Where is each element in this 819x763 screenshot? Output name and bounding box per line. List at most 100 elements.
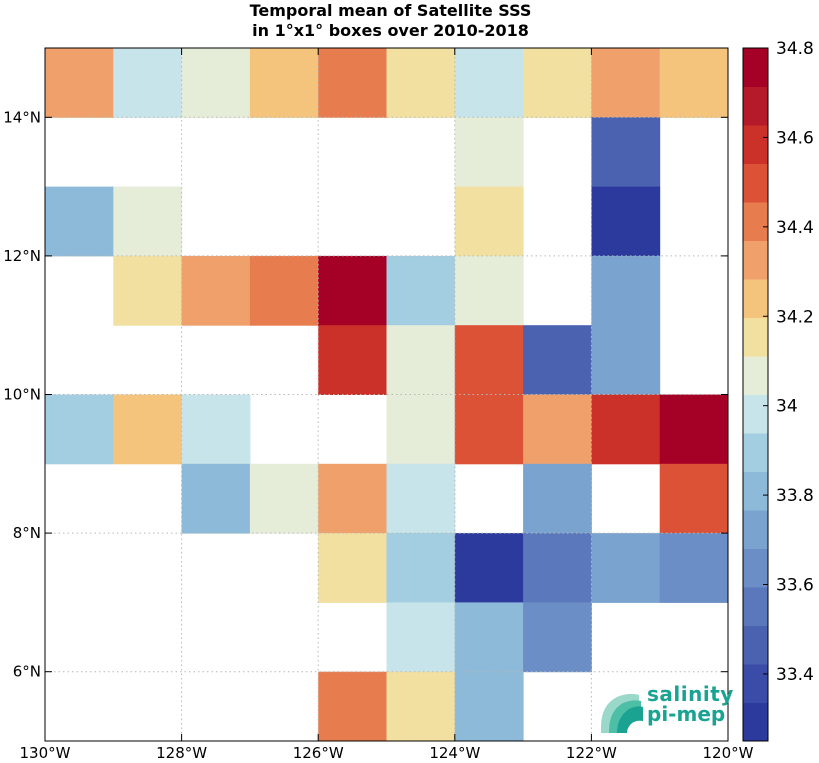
logo-text-line1: salinity <box>647 682 734 706</box>
heatmap-cell <box>523 533 592 603</box>
colorbar-tick-label: 33.8 <box>776 486 814 506</box>
x-tick-label: 126°W <box>293 744 344 762</box>
heatmap-cell <box>386 394 456 465</box>
heatmap-cell <box>523 325 592 395</box>
colorbar-swatch <box>743 317 768 357</box>
y-tick-label: 6°N <box>13 663 41 681</box>
logo-text-line2: pi-mep <box>647 702 726 726</box>
heatmap-cell <box>591 186 661 257</box>
heatmap-cell <box>454 671 524 742</box>
wave-logo-icon <box>601 693 643 733</box>
colorbar-swatch <box>743 510 768 549</box>
heatmap-cell <box>454 394 524 465</box>
heatmap-cell <box>523 394 592 465</box>
heatmap-cell <box>249 463 319 534</box>
heatmap-cell <box>454 325 524 395</box>
colorbar-swatch <box>743 433 768 472</box>
heatmap-cell <box>113 48 183 118</box>
heatmap-cell <box>386 325 456 395</box>
heatmap-cell <box>659 394 729 465</box>
colorbar-swatch <box>743 702 768 742</box>
heatmap-cell <box>318 255 387 326</box>
heatmap-cell <box>591 255 661 326</box>
heatmap-cell <box>454 186 524 257</box>
colorbar-tick-label: 34 <box>776 397 798 417</box>
colorbar-swatch <box>743 587 768 626</box>
heatmap-cell <box>454 602 524 673</box>
chart-title: Temporal mean of Satellite SSS in 1°x1° … <box>0 1 781 41</box>
heatmap-cell <box>181 255 251 326</box>
heatmap-cell <box>45 186 114 257</box>
heatmap-cells <box>45 48 729 742</box>
colorbar-tick-label: 34.6 <box>776 128 814 148</box>
x-tick-label: 122°W <box>566 744 617 762</box>
colorbar-swatch <box>743 471 768 511</box>
heatmap-cell <box>454 48 524 118</box>
heatmap-cell <box>386 671 456 742</box>
colorbar-swatch <box>743 202 768 241</box>
y-tick-label: 8°N <box>13 524 41 542</box>
y-tick-label: 14°N <box>3 108 41 126</box>
heatmap-cell <box>113 394 183 465</box>
heatmap-cell <box>249 48 319 118</box>
heatmap-cell <box>523 602 592 673</box>
colorbar-swatch <box>743 356 768 395</box>
heatmap-cell <box>591 117 661 188</box>
heatmap-cell <box>386 533 456 603</box>
heatmap-cell <box>591 394 661 465</box>
colorbar-swatch <box>743 664 768 703</box>
heatmap-cell <box>249 255 319 326</box>
heatmap-cell <box>454 117 524 188</box>
heatmap-cell <box>386 255 456 326</box>
heatmap-cell <box>454 533 524 603</box>
colorbar-swatch <box>743 394 768 434</box>
heatmap-cell <box>318 48 387 118</box>
heatmap-cell <box>523 48 592 118</box>
x-tick-label: 128°W <box>156 744 207 762</box>
x-tick-label: 120°W <box>703 744 754 762</box>
heatmap-cell <box>181 48 251 118</box>
x-tick-label: 124°W <box>429 744 480 762</box>
heatmap-cell <box>523 463 592 534</box>
chart-title-line2: in 1°x1° boxes over 2010-2018 <box>252 21 529 40</box>
colorbar-swatch <box>743 163 768 203</box>
heatmap-cell <box>45 394 114 465</box>
heatmap-cell <box>591 48 661 118</box>
colorbar-swatch <box>743 279 768 318</box>
colorbar-tick-label: 34.2 <box>776 307 814 327</box>
colorbar-swatch <box>743 548 768 588</box>
colorbar-swatch <box>743 48 768 87</box>
heatmap-cell <box>386 602 456 673</box>
heatmap-cell <box>113 255 183 326</box>
heatmap-cell <box>318 463 387 534</box>
salinity-pimep-logo: salinity pi-mep <box>597 682 733 733</box>
heatmap-cell <box>318 325 387 395</box>
heatmap-cell <box>386 48 456 118</box>
colorbar-frame <box>742 47 769 742</box>
x-tick-label: 130°W <box>20 744 71 762</box>
colorbar-swatch <box>743 625 768 665</box>
colorbar-swatch <box>743 86 768 126</box>
heatmap-cell <box>181 463 251 534</box>
heatmap-cell <box>318 671 387 742</box>
heatmap-cell <box>386 463 456 534</box>
heatmap-cell <box>45 48 114 118</box>
heatmap-cell <box>591 325 661 395</box>
heatmap-cell <box>659 48 729 118</box>
colorbar-swatch <box>743 125 768 164</box>
heatmap-cell <box>113 186 183 257</box>
colorbar: 33.4 33.6 33.8 34 34.2 34.4 34.6 34.8 <box>742 39 814 742</box>
heatmap-cell <box>659 463 729 534</box>
heatmap-cell <box>454 255 524 326</box>
y-tick-label: 12°N <box>3 247 41 265</box>
y-tick-label: 10°N <box>3 386 41 404</box>
heatmap-cell <box>318 533 387 603</box>
chart-title-line1: Temporal mean of Satellite SSS <box>249 1 532 20</box>
colorbar-tick-label: 34.8 <box>776 39 814 59</box>
colorbar-swatch <box>743 240 768 280</box>
heatmap-cell <box>591 533 661 603</box>
axis-ticks: 130°W 128°W 126°W 124°W 122°W 120°W 6°N 8°N 10°N… <box>3 48 754 762</box>
heatmap-cell <box>181 394 251 465</box>
colorbar-tick-label: 34.4 <box>776 218 814 238</box>
heatmap-cell <box>659 533 729 603</box>
